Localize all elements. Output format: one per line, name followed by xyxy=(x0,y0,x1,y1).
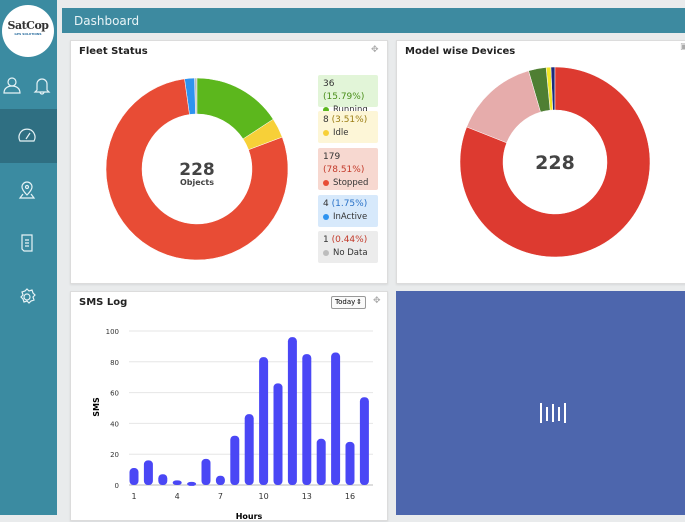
bar-hour-14[interactable] xyxy=(316,438,326,485)
fleet-donut: 228 Objects xyxy=(105,77,289,261)
donut-slice[interactable] xyxy=(105,78,289,261)
move-icon[interactable]: ✥ xyxy=(371,45,379,55)
satcop-logo[interactable]: SatCop GPS SOLUTIONS xyxy=(2,5,54,57)
donut-slice[interactable] xyxy=(242,118,283,151)
legend-percent: (15.79%) xyxy=(323,92,365,102)
bar-hour-8[interactable] xyxy=(230,435,240,485)
sidebar: SatCop GPS SOLUTIONS xyxy=(0,0,57,515)
x-tick-label: 16 xyxy=(345,492,355,501)
legend-percent: (78.51%) xyxy=(323,165,365,175)
bar-hour-3[interactable] xyxy=(158,474,168,485)
loading-panel xyxy=(396,291,685,515)
status-dot-icon xyxy=(323,129,329,136)
sms-bar-chart: SMS Hours 0 20 40 60 80 100 1 4 7 10 13 16 xyxy=(92,328,373,521)
donut-slice[interactable] xyxy=(184,77,196,115)
bar-hour-4[interactable] xyxy=(172,480,182,485)
status-dot-icon xyxy=(323,106,329,113)
legend-running[interactable]: 36 (15.79%) Running xyxy=(318,75,378,115)
model-donut: 228 xyxy=(459,66,651,258)
x-tick-label: 4 xyxy=(175,492,180,501)
location-pin-icon[interactable] xyxy=(17,180,37,200)
legend-stopped[interactable]: 179 (78.51%) Stopped xyxy=(318,148,378,190)
legend-label: Running xyxy=(333,105,368,115)
y-tick-label: 0 xyxy=(115,482,119,490)
legend-count: 4 xyxy=(323,199,329,209)
fleet-status-panel: Fleet Status ✥ 228 Objects 36 (15.79%) Ru… xyxy=(70,40,388,284)
panel-title: Model wise Devices xyxy=(405,46,516,57)
model-total: 228 xyxy=(535,152,575,174)
donut-slice[interactable] xyxy=(466,70,541,144)
y-tick-label: 100 xyxy=(106,328,119,336)
donut-slice[interactable] xyxy=(528,67,551,113)
page-title: Dashboard xyxy=(74,14,140,28)
bar-hour-16[interactable] xyxy=(345,441,355,485)
bar-hour-1[interactable] xyxy=(129,468,139,485)
bar-hour-5[interactable] xyxy=(187,481,197,486)
legend-count: 36 xyxy=(323,79,335,89)
legend-idle[interactable]: 8 (3.51%) Idle xyxy=(318,111,378,143)
x-tick-label: 13 xyxy=(302,492,312,501)
bar-hour-11[interactable] xyxy=(273,383,283,485)
move-icon[interactable]: ✥ xyxy=(373,296,381,306)
x-tick-label: 1 xyxy=(131,492,136,501)
status-dot-icon xyxy=(323,249,329,256)
y-tick-label: 40 xyxy=(110,420,119,428)
gear-icon[interactable] xyxy=(17,287,37,307)
document-icon[interactable] xyxy=(17,233,37,253)
panel-title: Fleet Status xyxy=(79,46,148,57)
x-axis-label: Hours xyxy=(236,512,263,521)
legend-percent: (0.44%) xyxy=(331,235,368,245)
legend-label: InActive xyxy=(333,212,368,222)
y-tick-label: 80 xyxy=(110,359,119,367)
bar-hour-7[interactable] xyxy=(215,475,225,485)
y-tick-label: 20 xyxy=(110,451,119,459)
fleet-total: 228 xyxy=(179,160,215,180)
user-icon[interactable] xyxy=(2,75,22,95)
y-tick-label: 60 xyxy=(110,390,119,398)
bar-hour-12[interactable] xyxy=(287,337,297,485)
bar-hour-15[interactable] xyxy=(331,352,341,485)
legend-count: 179 xyxy=(323,152,341,162)
donut-slice[interactable] xyxy=(459,66,651,258)
dashboard-gauge-icon xyxy=(18,128,36,142)
export-icon[interactable]: ▣ xyxy=(680,42,685,52)
sms-log-panel: SMS Log Today ⇕ ✥ SMS Hours 0 20 40 60 80 100… xyxy=(70,291,388,521)
legend-label: No Data xyxy=(333,248,368,258)
y-axis-label: SMS xyxy=(92,397,101,417)
bar-hour-2[interactable] xyxy=(143,460,153,485)
legend-label: Stopped xyxy=(333,178,369,188)
period-select[interactable]: Today ⇕ xyxy=(331,296,366,309)
legend-percent: (1.75%) xyxy=(331,199,368,209)
legend-inactive[interactable]: 4 (1.75%) InActive xyxy=(318,195,378,227)
fleet-total-label: Objects xyxy=(180,178,214,187)
donut-slice[interactable] xyxy=(196,77,274,140)
bar-hour-10[interactable] xyxy=(259,357,269,485)
legend-no-data[interactable]: 1 (0.44%) No Data xyxy=(318,231,378,263)
select-arrows-icon: ⇕ xyxy=(356,298,362,306)
bar-hour-13[interactable] xyxy=(302,354,312,485)
bar-hour-17[interactable] xyxy=(359,397,369,485)
bell-icon[interactable] xyxy=(32,75,52,95)
x-tick-label: 10 xyxy=(259,492,269,501)
page-header: Dashboard xyxy=(62,8,685,33)
bar-hour-9[interactable] xyxy=(244,414,254,485)
legend-label: Idle xyxy=(333,128,349,138)
legend-count: 8 xyxy=(323,115,329,125)
x-tick-label: 7 xyxy=(218,492,223,501)
status-dot-icon xyxy=(323,213,329,220)
bar-hour-6[interactable] xyxy=(201,458,211,485)
model-devices-panel: Model wise Devices ▣ 228 xyxy=(396,40,685,284)
legend-count: 1 xyxy=(323,235,329,245)
status-dot-icon xyxy=(323,179,329,186)
legend-percent: (3.51%) xyxy=(331,115,368,125)
loading-bars-icon xyxy=(540,403,566,423)
panel-title: SMS Log xyxy=(79,297,128,308)
